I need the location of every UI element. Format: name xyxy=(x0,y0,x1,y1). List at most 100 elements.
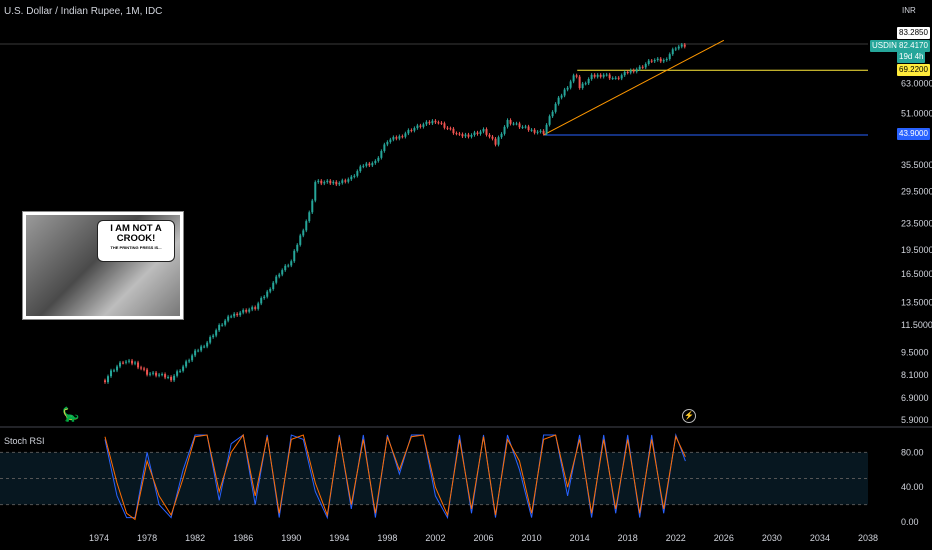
last-price-tag: 83.2850 xyxy=(897,27,930,39)
x-tick-label: 1986 xyxy=(233,533,253,543)
price-candle xyxy=(305,221,308,231)
price-candle xyxy=(587,79,590,84)
price-tick-label: 8.1000 xyxy=(901,370,929,380)
price-tick-label: 35.5000 xyxy=(901,160,932,170)
price-candle xyxy=(353,175,356,177)
price-candle xyxy=(251,307,254,310)
price-candle xyxy=(680,44,683,47)
price-candle xyxy=(380,151,383,158)
speech-bubble: I AM NOT A CROOK! THE PRINTING PRESS IS.… xyxy=(97,220,175,262)
price-candle xyxy=(467,134,470,137)
price-candle xyxy=(668,54,671,60)
price-candle xyxy=(122,362,125,364)
price-candle xyxy=(656,58,659,61)
price-candle xyxy=(515,123,518,125)
price-candle xyxy=(110,370,113,377)
price-candle xyxy=(284,265,287,271)
price-candle xyxy=(341,180,344,183)
price-candle xyxy=(422,124,425,127)
price-candle xyxy=(116,366,119,371)
price-candle xyxy=(347,179,350,182)
x-tick-label: 2006 xyxy=(473,533,493,543)
price-candle xyxy=(137,362,140,368)
price-candle xyxy=(530,129,533,131)
osc-tick-label: 80.00 xyxy=(901,447,924,457)
countdown-tag: 19d 4h xyxy=(897,51,926,63)
price-candle xyxy=(617,77,620,79)
price-candle xyxy=(329,180,332,184)
price-candle xyxy=(431,120,434,124)
price-candle xyxy=(542,130,545,134)
price-candle xyxy=(224,320,227,325)
price-candle xyxy=(428,121,431,124)
price-candle xyxy=(368,163,371,166)
price-candle xyxy=(470,134,473,137)
price-candle xyxy=(332,181,335,184)
price-candle xyxy=(545,124,548,134)
x-tick-label: 2014 xyxy=(570,533,590,543)
price-candle xyxy=(434,120,437,123)
price-candle xyxy=(509,120,512,124)
price-candle xyxy=(533,129,536,133)
price-candle xyxy=(398,136,401,139)
price-candle xyxy=(437,122,440,124)
meme-headline: I AM NOT A CROOK! xyxy=(110,223,162,244)
price-candle xyxy=(158,374,161,376)
price-candle xyxy=(242,310,245,313)
price-candle xyxy=(491,136,494,139)
price-candle xyxy=(149,373,152,375)
price-candle xyxy=(674,48,677,50)
chart-title: U.S. Dollar / Indian Rupee, 1M, IDC xyxy=(4,6,163,17)
price-candle xyxy=(194,350,197,356)
price-candle xyxy=(323,182,326,184)
price-candle xyxy=(227,316,230,321)
price-candle xyxy=(203,346,206,348)
price-candle xyxy=(584,83,587,85)
x-tick-label: 2018 xyxy=(618,533,638,543)
price-candle xyxy=(236,313,239,316)
price-candle xyxy=(197,350,200,352)
price-candle xyxy=(512,123,515,125)
price-candle xyxy=(389,139,392,142)
price-candle xyxy=(365,163,368,166)
symbol-tag: USDINR xyxy=(870,40,905,52)
price-candle xyxy=(461,134,464,137)
price-candle xyxy=(524,126,527,128)
price-candle xyxy=(635,69,638,72)
price-candle xyxy=(482,129,485,132)
price-candle xyxy=(494,138,497,145)
price-candle xyxy=(290,261,293,266)
price-candle xyxy=(581,83,584,88)
price-tick-label: 13.5000 xyxy=(901,297,932,307)
lightning-icon[interactable]: ⚡ xyxy=(682,409,696,423)
price-candle xyxy=(176,371,179,376)
price-candle xyxy=(443,123,446,128)
price-candle xyxy=(119,362,122,367)
x-tick-label: 1998 xyxy=(377,533,397,543)
price-candle xyxy=(254,307,257,309)
price-candle xyxy=(677,46,680,49)
x-tick-label: 2010 xyxy=(522,533,542,543)
price-candle xyxy=(167,376,170,378)
price-candle xyxy=(452,128,455,134)
price-candle xyxy=(455,133,458,135)
price-candle xyxy=(311,200,314,213)
price-candle xyxy=(527,126,530,131)
price-candle xyxy=(170,376,173,381)
price-candle xyxy=(659,58,662,62)
price-tick-label: 63.0000 xyxy=(901,79,932,89)
x-tick-label: 2002 xyxy=(425,533,445,543)
price-candle xyxy=(263,296,266,299)
x-tick-label: 2034 xyxy=(810,533,830,543)
x-tick-label: 2022 xyxy=(666,533,686,543)
price-candle xyxy=(188,360,191,362)
price-candle xyxy=(125,361,128,363)
dinosaur-icon: 🦕 xyxy=(62,406,80,422)
price-candle xyxy=(605,74,608,76)
price-candle xyxy=(287,265,290,267)
price-candle xyxy=(371,163,374,166)
indicator-title[interactable]: Stoch RSI xyxy=(4,436,45,446)
price-candle xyxy=(560,95,563,98)
price-candle xyxy=(536,131,539,133)
